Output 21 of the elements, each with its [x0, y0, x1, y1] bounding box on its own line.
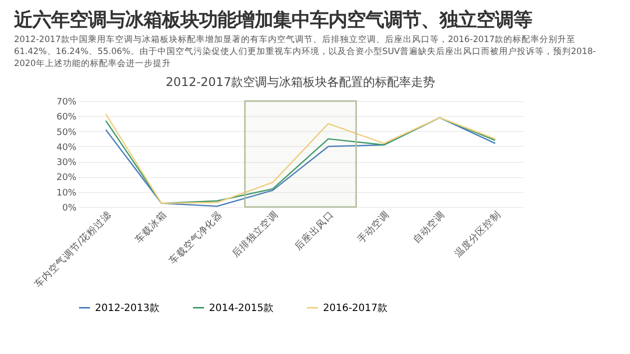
x-tick-label: 后排独立空调 [230, 208, 280, 260]
x-tick-label: 车载冰箱 [132, 208, 170, 246]
y-tick-label: 70% [56, 98, 77, 108]
text: 2012-2017款空调与冰箱板块各配置的标配率走势 [166, 75, 436, 89]
legend-label: 2012-2013款 [95, 302, 160, 314]
x-tick-label: 手动空调 [354, 208, 392, 246]
chart-subtitle: 2012-2017款中国乘用车空调与冰箱板块标配率增加显著的有车内空气调节、后排独立空调、后座出风口等，2016-2017款的标配率分别升至61.42%、16.24%、55.06%。由于中国空气污染促使人们更加重视车内环境，以及合资小型SUV普遍缺失后座出风口而被用户投诉等，预判2018-2020年上述功能的标配率会进一步提升 [14, 34, 597, 70]
x-tick-label: 自动空调 [410, 208, 448, 246]
x-tick-label: 温度分区控制 [452, 208, 503, 260]
chart-title: 近六年空调与冰箱板块功能增加集中车内空气调节、独立空调等 [14, 8, 533, 32]
x-tick-label: 后座出风口 [292, 208, 336, 253]
legend-label: 2014-2015款 [209, 302, 274, 314]
x-tick-label: 车载空气净化器 [166, 208, 225, 267]
y-tick-label: 40% [56, 142, 77, 153]
y-tick-label: 20% [56, 173, 77, 184]
legend-label: 2016-2017款 [323, 302, 388, 314]
y-tick-label: 50% [56, 128, 77, 138]
y-tick-label: 10% [56, 188, 77, 198]
y-tick-label: 60% [56, 112, 77, 123]
y-tick-label: 30% [56, 158, 77, 168]
y-tick-label: 0% [62, 204, 77, 214]
